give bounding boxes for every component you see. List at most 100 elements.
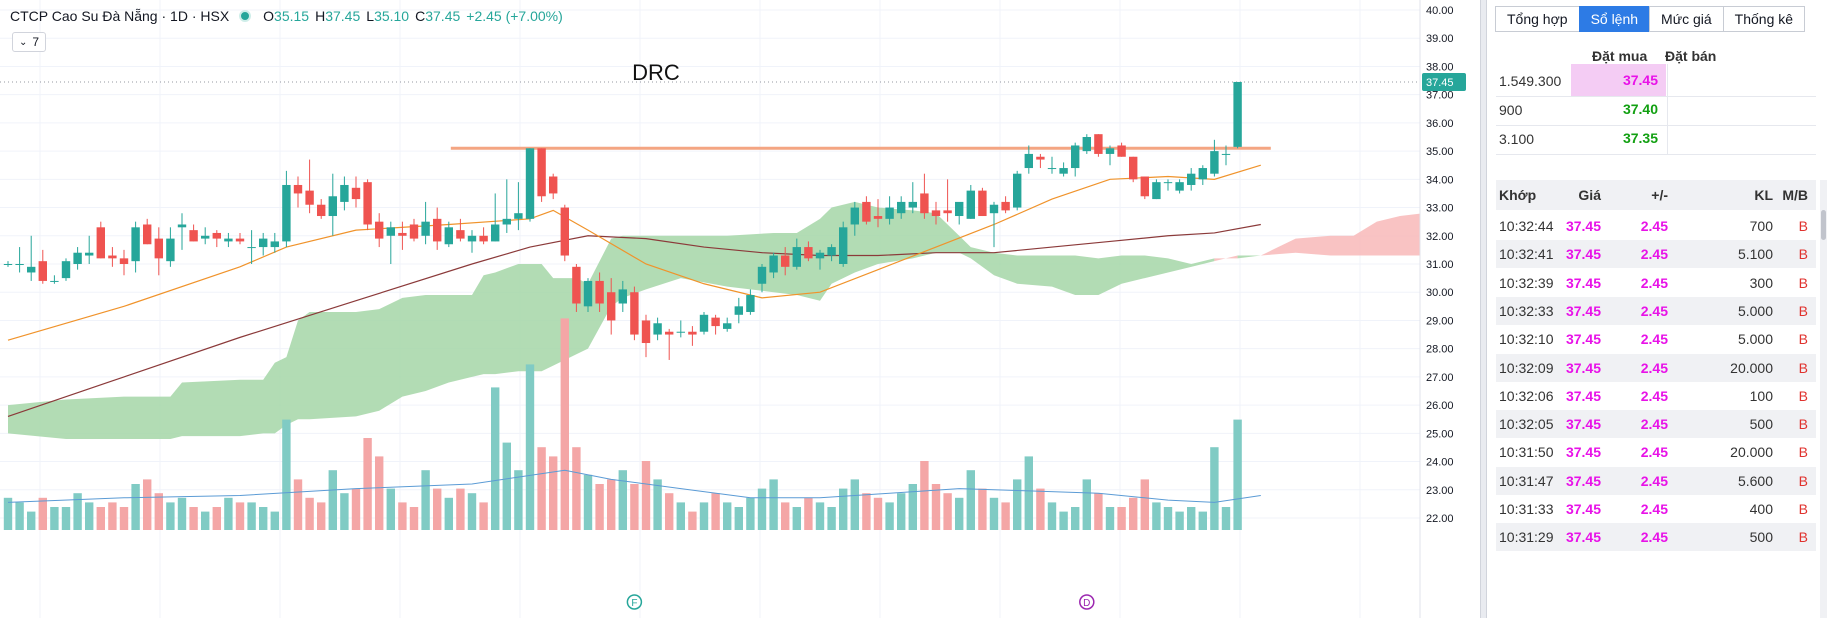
candle[interactable]	[792, 247, 801, 267]
candle[interactable]	[363, 182, 372, 225]
candle[interactable]	[166, 238, 175, 262]
candle[interactable]	[653, 323, 662, 335]
candle[interactable]	[108, 255, 117, 259]
candle[interactable]	[456, 230, 465, 239]
bid-price[interactable]: 37.45	[1571, 64, 1666, 96]
candle[interactable]	[1152, 182, 1161, 200]
candle[interactable]	[920, 193, 929, 214]
candle[interactable]	[1036, 156, 1045, 160]
candle[interactable]	[978, 190, 987, 217]
candle[interactable]	[560, 207, 569, 256]
candle[interactable]	[131, 227, 140, 262]
candle[interactable]	[862, 201, 871, 222]
candle[interactable]	[201, 235, 210, 239]
candle[interactable]	[154, 238, 163, 259]
candle[interactable]	[931, 210, 941, 217]
candle[interactable]	[1129, 156, 1138, 180]
candle[interactable]	[85, 252, 94, 256]
tab-so-lenh[interactable]: Sổ lệnh	[1578, 6, 1651, 32]
candle[interactable]	[676, 331, 685, 333]
candle[interactable]	[549, 176, 558, 194]
candle[interactable]	[618, 289, 627, 304]
candle[interactable]	[781, 255, 790, 267]
candle[interactable]	[177, 224, 187, 228]
candle[interactable]	[1233, 81, 1242, 147]
candle[interactable]	[850, 207, 859, 225]
candle[interactable]	[421, 221, 430, 236]
candle[interactable]	[630, 292, 639, 335]
candle[interactable]	[444, 227, 453, 245]
candle[interactable]	[1082, 137, 1091, 152]
tab-tong-hop[interactable]: Tổng hợp	[1495, 6, 1580, 32]
candle[interactable]	[966, 190, 975, 219]
candle[interactable]	[38, 261, 47, 281]
candle[interactable]	[746, 295, 755, 312]
candle[interactable]	[50, 280, 59, 282]
candle[interactable]	[607, 292, 616, 321]
candle[interactable]	[15, 264, 24, 265]
candle[interactable]	[259, 238, 268, 248]
candle[interactable]	[27, 266, 36, 273]
candle[interactable]	[479, 235, 488, 242]
candle[interactable]	[908, 201, 917, 208]
candle[interactable]	[1117, 145, 1126, 157]
candle[interactable]	[491, 224, 500, 242]
candle[interactable]	[328, 196, 337, 217]
candle[interactable]	[1094, 134, 1103, 154]
candle[interactable]	[757, 266, 767, 284]
candle[interactable]	[1071, 145, 1080, 169]
trades-scrollbar[interactable]	[1820, 180, 1827, 618]
bid-price[interactable]: 37.35	[1622, 130, 1658, 146]
price-axis[interactable]	[1420, 0, 1480, 618]
candle[interactable]	[409, 224, 419, 239]
candle[interactable]	[699, 314, 709, 332]
candle[interactable]	[711, 317, 720, 327]
candle[interactable]	[189, 230, 198, 242]
candle[interactable]	[247, 247, 256, 249]
candle[interactable]	[537, 148, 546, 197]
candle[interactable]	[885, 207, 894, 219]
price-chart[interactable]: DRC F D 40.00 39.00 38.00 37.00 36.00 35.00 34.00…	[0, 0, 1480, 618]
candle[interactable]	[433, 218, 442, 242]
candle[interactable]	[734, 306, 743, 315]
candle[interactable]	[1001, 201, 1010, 211]
candle[interactable]	[1047, 168, 1057, 170]
candle[interactable]	[467, 235, 477, 242]
candle[interactable]	[989, 204, 999, 214]
tab-thong-ke[interactable]: Thống kê	[1722, 6, 1806, 32]
candle[interactable]	[1163, 182, 1173, 184]
candle[interactable]	[583, 280, 593, 307]
candle[interactable]	[688, 331, 697, 335]
pane-splitter[interactable]	[1480, 0, 1487, 618]
candle[interactable]	[119, 258, 129, 264]
candle[interactable]	[270, 241, 279, 248]
candle[interactable]	[61, 261, 71, 279]
candle[interactable]	[943, 210, 952, 214]
candle[interactable]	[1187, 173, 1196, 185]
bid-price[interactable]: 37.40	[1622, 101, 1658, 117]
candle[interactable]	[502, 218, 511, 225]
candle[interactable]	[815, 252, 825, 259]
candle[interactable]	[1105, 148, 1115, 154]
candle[interactable]	[595, 280, 604, 304]
candle[interactable]	[723, 323, 732, 329]
candle[interactable]	[1221, 153, 1231, 155]
candle[interactable]	[769, 255, 778, 273]
candle[interactable]	[1013, 173, 1022, 208]
candle[interactable]	[804, 247, 813, 259]
candle[interactable]	[73, 252, 82, 264]
candle[interactable]	[827, 247, 836, 256]
candle[interactable]	[375, 221, 384, 239]
candle[interactable]	[839, 227, 848, 264]
candle[interactable]	[1210, 151, 1219, 174]
candle[interactable]	[1140, 176, 1149, 197]
event-marker[interactable]	[626, 594, 643, 610]
candle[interactable]	[1175, 182, 1184, 191]
candle[interactable]	[1059, 168, 1068, 174]
candle[interactable]	[282, 184, 291, 242]
candle[interactable]	[572, 266, 581, 304]
event-marker[interactable]	[1079, 594, 1095, 610]
candle[interactable]	[641, 320, 651, 344]
candle[interactable]	[340, 184, 349, 202]
candle[interactable]	[351, 187, 361, 200]
